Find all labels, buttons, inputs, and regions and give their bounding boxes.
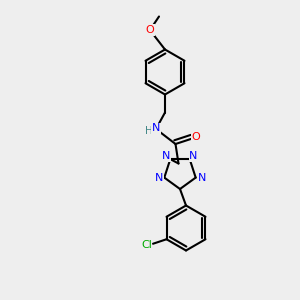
Text: N: N: [189, 151, 197, 161]
Text: H: H: [145, 125, 152, 136]
Text: N: N: [155, 172, 163, 183]
Text: N: N: [152, 123, 160, 133]
Text: O: O: [146, 25, 154, 35]
Text: N: N: [197, 172, 206, 183]
Text: O: O: [191, 132, 200, 142]
Text: N: N: [162, 151, 171, 161]
Text: Cl: Cl: [141, 240, 152, 250]
